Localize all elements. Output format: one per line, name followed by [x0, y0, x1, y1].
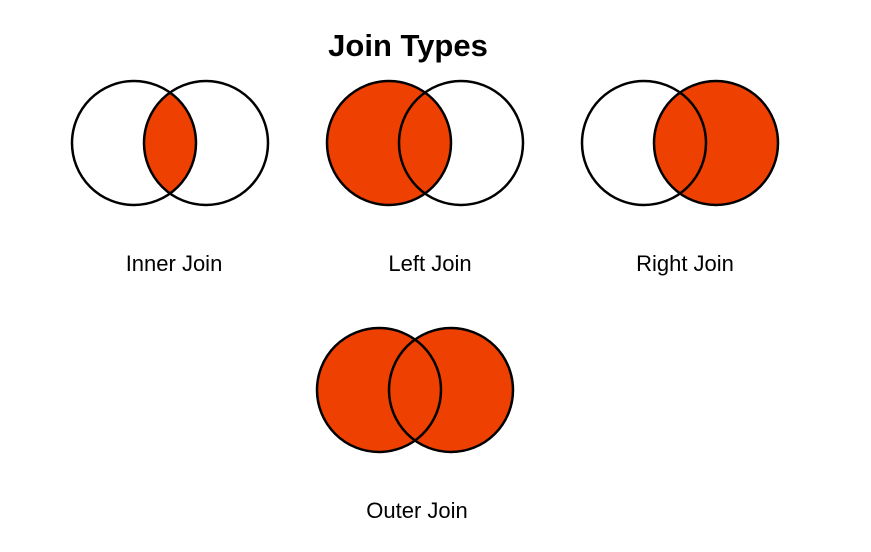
- left-set-circle: [325, 79, 453, 207]
- left-only-region: [327, 81, 425, 205]
- page-title: Join Types: [328, 28, 488, 63]
- right-set-circle: [652, 79, 780, 207]
- right-set-circle: [387, 326, 515, 454]
- intersection-region: [399, 92, 452, 194]
- left-join-label: Left Join: [388, 251, 472, 276]
- outer-join-label: Outer Join: [366, 498, 468, 523]
- left-only-region: [316, 328, 415, 452]
- venn-left-join: [325, 79, 525, 207]
- left-set-circle: [580, 79, 708, 207]
- venn-inner-join: [70, 79, 270, 207]
- right-only-region: [680, 80, 779, 205]
- left-set-circle: [315, 326, 443, 454]
- intersection-region: [388, 339, 442, 441]
- right-set-circle: [142, 79, 270, 207]
- venn-outer-join: [315, 326, 515, 454]
- inner-join-label: Inner Join: [125, 251, 223, 276]
- left-set-circle: [70, 79, 198, 207]
- intersection-region: [144, 92, 196, 194]
- right-join-label: Right Join: [636, 251, 734, 276]
- venn-right-join: [580, 79, 780, 207]
- right-set-circle: [397, 79, 525, 207]
- intersection-region: [654, 92, 706, 194]
- right-only-region: [415, 328, 513, 452]
